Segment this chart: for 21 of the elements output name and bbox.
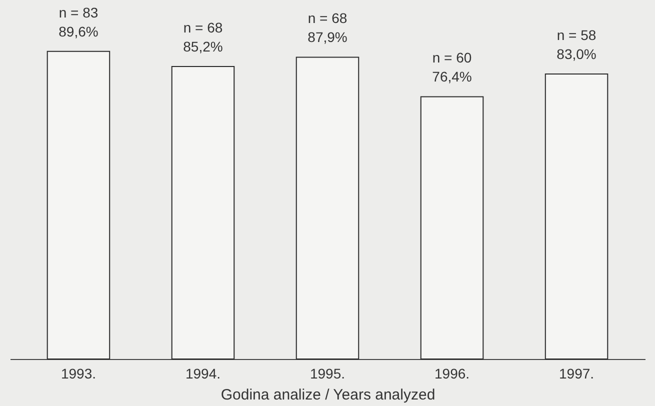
- bar: [296, 56, 360, 360]
- data-label: 89,6%: [58, 23, 98, 40]
- bar: [171, 66, 235, 360]
- x-axis-title: Godina analize / Years analyzed: [220, 386, 436, 404]
- bar: [46, 50, 110, 360]
- annotation: n = 83: [58, 4, 98, 20]
- annotation: n = 58: [556, 27, 596, 44]
- annotation: n = 68: [183, 19, 223, 36]
- x-tick-label: 1994.: [185, 366, 221, 382]
- x-tick-label: 1995.: [310, 366, 346, 382]
- annotation: n = 68: [308, 10, 348, 26]
- data-label: 87,9%: [308, 29, 348, 46]
- data-label: 76,4%: [432, 68, 472, 85]
- bar: [544, 74, 608, 360]
- x-tick-label: 1997.: [558, 366, 594, 382]
- annotation: n = 60: [432, 50, 472, 66]
- bar: [420, 96, 484, 360]
- x-tick-label: 1993.: [60, 366, 96, 382]
- data-label: 85,2%: [183, 38, 223, 54]
- x-tick-label: 1996.: [434, 366, 470, 382]
- data-label: 83,0%: [556, 46, 596, 62]
